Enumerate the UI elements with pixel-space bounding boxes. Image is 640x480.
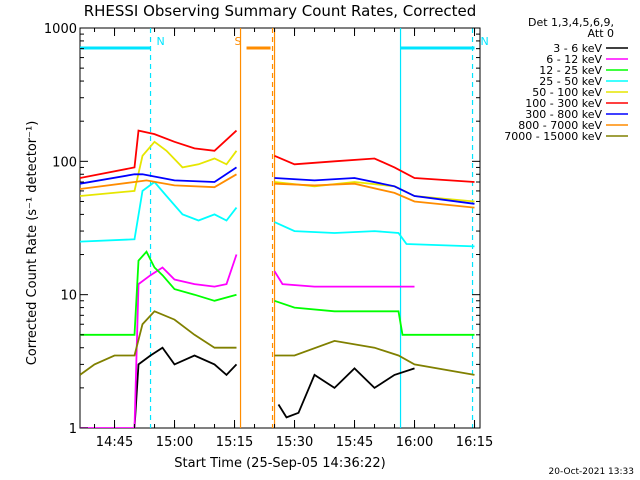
y-tick-label: 1000 <box>44 22 77 37</box>
chart-title: RHESSI Observing Summary Count Rates, Co… <box>84 2 477 20</box>
series-line <box>133 346 238 428</box>
legend-entry-label: 25 - 50 keV <box>539 75 602 88</box>
series-line <box>80 140 238 197</box>
series-line <box>80 254 238 428</box>
series-line <box>274 182 475 209</box>
x-axis: 14:45 15:00 15:15 15:30 15:45 16:00 16:15 <box>94 28 493 450</box>
plot-area: N NS <box>79 27 489 429</box>
series-line <box>274 299 475 336</box>
annotation-label: S <box>235 35 242 48</box>
y-tick-label: 100 <box>52 155 77 170</box>
legend-entry-label: 50 - 100 keV <box>532 86 602 99</box>
series-line <box>80 250 237 336</box>
legend-entry-label: 3 - 6 keV <box>553 42 602 55</box>
legend-header: Det 1,3,4,5,6,9, <box>528 16 614 29</box>
series-line <box>80 166 237 185</box>
plot-frame <box>79 27 481 429</box>
annotation-label: N <box>157 35 165 48</box>
x-tick-label: 16:00 <box>396 435 433 450</box>
series-line <box>80 180 238 243</box>
x-tick-label: 15:00 <box>156 435 193 450</box>
x-tick-label: 14:45 <box>96 435 133 450</box>
series-group <box>80 28 475 428</box>
legend-entry-label: 12 - 25 keV <box>539 64 602 77</box>
series-line <box>80 310 237 376</box>
y-tick-label: 1 <box>69 422 77 437</box>
y-tick-label: 10 <box>60 289 77 304</box>
legend-entry-label: 800 - 7000 keV <box>518 119 602 132</box>
legend-header: Att 0 <box>588 27 614 40</box>
legend-entry-label: 300 - 800 keV <box>525 108 602 121</box>
legend-entry-label: 7000 - 15000 keV <box>504 130 602 143</box>
x-tick-label: 16:15 <box>456 435 493 450</box>
series-line <box>80 173 237 190</box>
series-line <box>273 270 415 288</box>
y-axis-label: Corrected Count Rate (s⁻¹ detector⁻¹) <box>25 121 40 366</box>
legend-entry-label: 100 - 300 keV <box>525 97 602 110</box>
y-axis: 1 10 100 1000 <box>44 22 480 437</box>
series-line <box>277 367 415 419</box>
x-tick-label: 15:15 <box>216 435 253 450</box>
series-line <box>80 129 238 179</box>
series-line <box>274 339 475 376</box>
x-axis-label: Start Time (25-Sep-05 14:36:22) <box>174 456 385 471</box>
x-tick-label: 15:30 <box>276 435 313 450</box>
series-line <box>274 177 475 205</box>
annotation-label: N <box>481 35 489 48</box>
x-tick-label: 15:45 <box>336 435 373 450</box>
legend-entry-label: 6 - 12 keV <box>546 53 602 66</box>
footer-date: 20-Oct-2021 13:33 <box>549 467 634 477</box>
series-line <box>274 154 475 183</box>
series-line <box>274 221 475 248</box>
